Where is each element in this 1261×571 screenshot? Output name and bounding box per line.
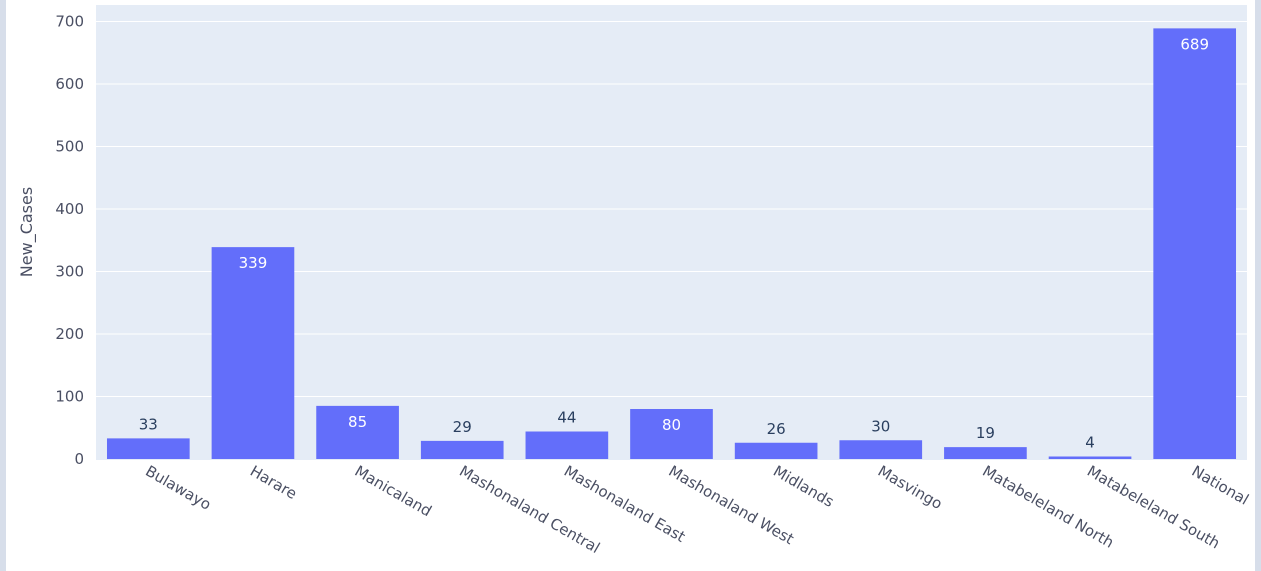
bar-masvingo[interactable] xyxy=(839,440,923,459)
bar-mashonaland-east[interactable] xyxy=(525,431,609,460)
data-label: 30 xyxy=(871,417,890,435)
data-labels: 33 339 85 29 44 80 26 30 19 4 689 xyxy=(139,35,1209,451)
y-tick-label: 300 xyxy=(55,263,84,281)
bar-midlands[interactable] xyxy=(734,442,818,459)
bar-mashonaland-west[interactable] xyxy=(630,409,713,459)
x-tick-label: Bulawayo xyxy=(142,462,214,514)
bar-manicaland[interactable] xyxy=(316,405,399,459)
data-label: 85 xyxy=(348,413,367,431)
y-tick-label: 200 xyxy=(55,325,84,343)
bar-bulawayo[interactable] xyxy=(106,438,190,459)
y-tick-label: 600 xyxy=(55,75,84,93)
data-label: 4 xyxy=(1085,434,1095,452)
data-label: 29 xyxy=(453,418,472,436)
y-tick-label: 400 xyxy=(55,200,84,218)
x-tick-label: Harare xyxy=(247,462,300,503)
data-label: 80 xyxy=(662,416,681,434)
bar-matabeleland-north[interactable] xyxy=(944,447,1027,459)
bar-mashonaland-central[interactable] xyxy=(420,440,504,459)
data-label: 44 xyxy=(557,409,576,427)
x-tick-label: National xyxy=(1189,462,1252,509)
x-axis-ticks: Bulawayo Harare Manicaland Mashonaland Cent… xyxy=(142,462,1252,557)
data-label: 19 xyxy=(976,424,995,442)
bar-matabeleland-south[interactable] xyxy=(1048,456,1132,460)
x-tick-label: Midlands xyxy=(770,462,837,511)
bar-chart: 0 100 200 300 400 500 600 700 33 339 85 29 44 80 26 30… xyxy=(17,5,1252,557)
x-tick-label: Masvingo xyxy=(875,462,946,513)
y-tick-label: 500 xyxy=(55,138,84,156)
x-tick-label: Manicaland xyxy=(352,462,435,520)
bar-harare[interactable] xyxy=(211,247,295,459)
y-tick-label: 0 xyxy=(74,450,84,468)
y-axis-label: New_Cases xyxy=(17,187,37,277)
data-label: 689 xyxy=(1180,35,1209,53)
y-tick-label: 700 xyxy=(55,13,84,31)
y-axis-ticks: 0 100 200 300 400 500 600 700 xyxy=(55,13,84,469)
bars xyxy=(106,28,1237,460)
y-tick-label: 100 xyxy=(55,388,84,406)
bar-national[interactable] xyxy=(1153,28,1237,459)
data-label: 339 xyxy=(239,254,268,272)
data-label: 33 xyxy=(139,415,158,433)
data-label: 26 xyxy=(767,420,786,438)
